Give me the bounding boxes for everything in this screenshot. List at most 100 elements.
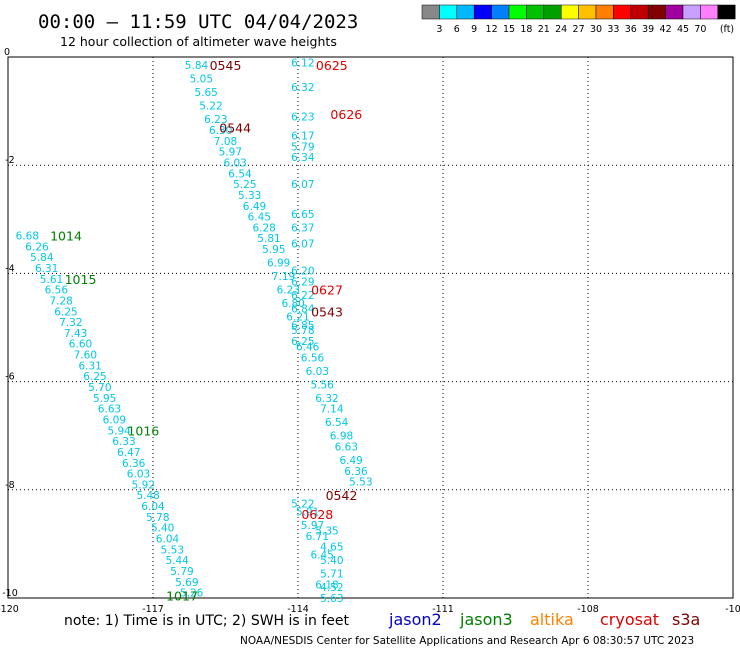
color-swatch	[456, 4, 475, 20]
wave-height-value: 6.47	[117, 447, 140, 459]
wave-height-value: 7.08	[214, 136, 237, 148]
wave-height-value: 5.70	[88, 382, 111, 394]
wave-height-value: 6.21	[286, 312, 309, 324]
wave-height-value: 6.07	[291, 179, 314, 191]
pass-label: 1016	[127, 423, 159, 438]
wave-height-value: 6.12	[291, 57, 314, 69]
wave-height-value: 6.31	[78, 360, 101, 372]
color-scale-label: 39	[642, 24, 654, 35]
wave-height-value: 5.48	[136, 490, 159, 502]
wave-height-value: 5.78	[291, 325, 314, 337]
color-scale-label: 6	[454, 24, 460, 35]
wave-height-value: 6.80	[281, 298, 304, 310]
wave-height-value: 6.25	[54, 306, 77, 318]
wave-height-value: 5.35	[315, 525, 338, 537]
wave-height-value: 6.60	[69, 339, 92, 351]
wave-height-value: 6.04	[141, 501, 165, 513]
wave-height-value: 6.03	[306, 366, 329, 378]
chart-title: 00:00 — 11:59 UTC 04/04/2023	[38, 11, 358, 33]
wave-height-value: 6.22	[291, 290, 314, 302]
wave-height-value: 6.49	[339, 455, 362, 467]
wave-height-value: 6.98	[330, 431, 353, 443]
wave-height-value: 5.05	[190, 74, 213, 86]
wave-height-value: 5.53	[349, 477, 372, 489]
pass-label: 0544	[219, 120, 251, 135]
wave-height-value: 6.63	[98, 404, 121, 416]
wave-height-value: 6.31	[35, 263, 58, 275]
color-scale-label: 70	[694, 24, 706, 35]
wave-height-value: 6.03	[127, 469, 150, 481]
wave-height-value: 5.79	[170, 566, 193, 578]
color-swatch	[439, 4, 458, 20]
wave-height-value: 6.33	[112, 436, 135, 448]
color-swatch	[613, 4, 632, 20]
wave-height-value: 6.20	[291, 266, 314, 278]
wave-height-value: 6.45	[248, 212, 271, 224]
pass-label: 0627	[311, 283, 343, 298]
wave-height-value: 6.17	[291, 130, 314, 142]
wave-height-value: 6.29	[291, 277, 314, 289]
wave-height-value: 6.23	[204, 114, 227, 126]
wave-height-value: 5.61	[40, 274, 63, 286]
wave-height-value: 6.37	[291, 222, 314, 234]
color-scale-label: 24	[555, 24, 567, 35]
wave-height-value: 5.40	[151, 523, 174, 535]
wave-height-value: 5.84	[185, 60, 209, 72]
wave-height-value: 6.85	[291, 320, 314, 332]
color-swatch	[491, 4, 510, 20]
color-scale-label: 9	[471, 24, 477, 35]
axis-ticks: -120 -117 -114 -111 -108 -10 0 -2 -4 -6 -8 -10	[0, 47, 740, 615]
wave-height-value: 7.14	[320, 404, 344, 416]
pass-label: 0543	[311, 304, 343, 319]
plot-frame	[7, 56, 734, 599]
wave-height-value: 5.97	[219, 147, 242, 159]
wave-height-value: 5.95	[262, 244, 285, 256]
x-tick-label: -120	[0, 604, 19, 615]
wave-height-value: 6.32	[291, 82, 314, 94]
wave-height-value: 5.25	[233, 179, 256, 191]
wave-height-value: 5.65	[194, 87, 217, 99]
mission-label: jason2	[388, 610, 442, 629]
wave-height-value: 6.68	[16, 231, 39, 243]
wave-height-value: 5.56	[310, 379, 334, 391]
y-tick-label: -8	[5, 480, 14, 491]
wave-height-value: 5.53	[161, 544, 184, 556]
mission-label: cryosat	[600, 610, 659, 629]
wave-height-value: 6.28	[252, 222, 275, 234]
footer-credit: NOAA/NESDIS Center for Satellite Applica…	[240, 635, 694, 647]
color-scale-label: 27	[573, 24, 585, 35]
pass-label: 1014	[50, 229, 82, 244]
color-swatch	[543, 4, 562, 20]
wave-height-value: 6.25	[291, 336, 314, 348]
chart-subtitle: 12 hour collection of altimeter wave hei…	[60, 34, 337, 49]
y-tick-label: -6	[5, 372, 14, 383]
wave-height-value: 6.32	[315, 393, 338, 405]
mission-label: s3a	[672, 610, 700, 629]
mission-label: jason3	[459, 610, 513, 629]
wave-height-value: 5.22	[199, 101, 222, 113]
wave-height-value: 6.23	[277, 285, 300, 297]
wave-height-value: 6.04	[156, 533, 180, 545]
color-swatch	[630, 4, 649, 20]
color-scale-label: 33	[607, 24, 619, 35]
color-scale-label: 15	[503, 24, 515, 35]
wave-height-value: 5.92	[132, 479, 155, 491]
color-swatch	[647, 4, 666, 20]
wave-height-value: 5.79	[291, 141, 314, 153]
color-swatch	[578, 4, 597, 20]
wave-height-value: 6.54	[325, 417, 349, 429]
wave-height-value: 6.99	[267, 258, 290, 270]
color-swatch	[473, 4, 492, 20]
x-tick-label: -10	[725, 604, 740, 615]
color-scale-legend: 3 6 9 12 15 18 21 24 27 30 33 36 39 42 45 70 (ft)	[421, 4, 736, 35]
wave-height-value: 6.56	[45, 285, 69, 297]
color-swatch	[526, 4, 545, 20]
wave-height-value: 5.26	[180, 588, 204, 600]
wave-height-value: 6.34	[291, 152, 315, 164]
color-swatch	[421, 4, 440, 20]
color-scale-label: 45	[677, 24, 689, 35]
wave-height-value: 5.22	[291, 498, 314, 510]
color-scale-label: 18	[520, 24, 532, 35]
wave-height-value: 7.60	[74, 350, 97, 362]
wave-height-value: 6.23	[291, 112, 314, 124]
